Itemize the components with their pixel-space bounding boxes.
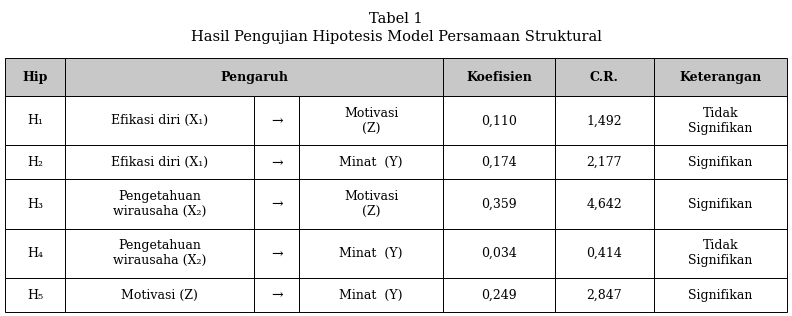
- Text: Signifikan: Signifikan: [688, 198, 752, 210]
- Bar: [444, 179, 555, 229]
- Bar: [65, 96, 254, 145]
- Text: Minat  (Y): Minat (Y): [339, 156, 403, 169]
- Bar: [654, 145, 787, 179]
- Bar: [5, 145, 65, 179]
- Bar: [254, 96, 299, 145]
- Bar: [5, 96, 65, 145]
- Text: 0,414: 0,414: [586, 247, 623, 260]
- Text: 0,249: 0,249: [482, 289, 517, 301]
- Text: Tidak
Signifikan: Tidak Signifikan: [688, 240, 752, 267]
- Text: Efikasi diri (X₁): Efikasi diri (X₁): [111, 114, 208, 127]
- Text: Signifikan: Signifikan: [688, 289, 752, 301]
- Text: Minat  (Y): Minat (Y): [339, 247, 403, 260]
- Text: Motivasi
(Z): Motivasi (Z): [344, 107, 398, 135]
- Bar: [444, 145, 555, 179]
- Text: Hip: Hip: [22, 70, 48, 83]
- Bar: [444, 278, 555, 312]
- Bar: [654, 179, 787, 229]
- Bar: [555, 229, 654, 278]
- Text: Signifikan: Signifikan: [688, 156, 752, 169]
- Bar: [444, 58, 555, 96]
- Bar: [65, 278, 254, 312]
- Bar: [654, 278, 787, 312]
- Bar: [299, 278, 444, 312]
- Text: Koefisien: Koefisien: [466, 70, 532, 83]
- Text: C.R.: C.R.: [590, 70, 619, 83]
- Bar: [5, 229, 65, 278]
- Text: Pengetahuan
wirausaha (X₂): Pengetahuan wirausaha (X₂): [113, 190, 207, 218]
- Text: Minat  (Y): Minat (Y): [339, 289, 403, 301]
- Bar: [444, 96, 555, 145]
- Text: →: →: [271, 197, 283, 211]
- Bar: [254, 145, 299, 179]
- Bar: [254, 229, 299, 278]
- Bar: [654, 96, 787, 145]
- Text: Pengetahuan
wirausaha (X₂): Pengetahuan wirausaha (X₂): [113, 240, 207, 267]
- Text: H₃: H₃: [27, 198, 43, 210]
- Bar: [5, 58, 65, 96]
- Text: Tidak
Signifikan: Tidak Signifikan: [688, 107, 752, 135]
- Bar: [299, 229, 444, 278]
- Bar: [299, 96, 444, 145]
- Bar: [254, 179, 299, 229]
- Text: H₁: H₁: [27, 114, 43, 127]
- Bar: [254, 278, 299, 312]
- Text: 0,110: 0,110: [482, 114, 517, 127]
- Text: 0,359: 0,359: [482, 198, 517, 210]
- Text: →: →: [271, 114, 283, 128]
- Bar: [65, 229, 254, 278]
- Bar: [654, 229, 787, 278]
- Text: H₅: H₅: [27, 289, 43, 301]
- Bar: [65, 179, 254, 229]
- Text: 4,642: 4,642: [587, 198, 623, 210]
- Bar: [555, 96, 654, 145]
- Text: →: →: [271, 246, 283, 260]
- Bar: [65, 58, 444, 96]
- Text: H₄: H₄: [27, 247, 43, 260]
- Text: Hasil Pengujian Hipotesis Model Persamaan Struktural: Hasil Pengujian Hipotesis Model Persamaa…: [191, 30, 601, 44]
- Bar: [555, 179, 654, 229]
- Bar: [299, 145, 444, 179]
- Bar: [654, 58, 787, 96]
- Text: Efikasi diri (X₁): Efikasi diri (X₁): [111, 156, 208, 169]
- Text: →: →: [271, 155, 283, 169]
- Text: 0,034: 0,034: [482, 247, 517, 260]
- Text: H₂: H₂: [27, 156, 43, 169]
- Text: 2,177: 2,177: [587, 156, 623, 169]
- Bar: [65, 145, 254, 179]
- Text: Pengaruh: Pengaruh: [220, 70, 288, 83]
- Text: Tabel 1: Tabel 1: [369, 12, 423, 26]
- Bar: [5, 179, 65, 229]
- Text: Motivasi
(Z): Motivasi (Z): [344, 190, 398, 218]
- Bar: [299, 179, 444, 229]
- Bar: [444, 229, 555, 278]
- Text: →: →: [271, 288, 283, 302]
- Text: Motivasi (Z): Motivasi (Z): [121, 289, 198, 301]
- Bar: [5, 278, 65, 312]
- Bar: [555, 278, 654, 312]
- Bar: [555, 145, 654, 179]
- Text: 0,174: 0,174: [482, 156, 517, 169]
- Text: 1,492: 1,492: [587, 114, 623, 127]
- Text: Keterangan: Keterangan: [680, 70, 762, 83]
- Bar: [555, 58, 654, 96]
- Text: 2,847: 2,847: [587, 289, 623, 301]
